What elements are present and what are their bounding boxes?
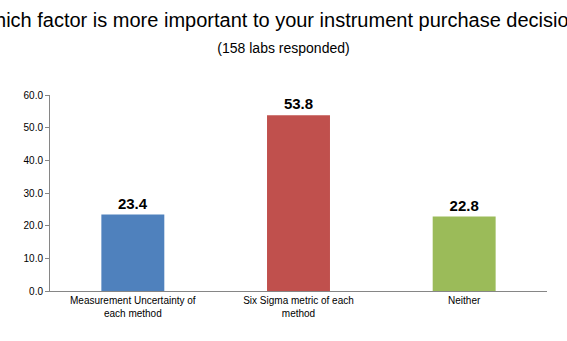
svg-text:10.0: 10.0 xyxy=(24,253,44,264)
svg-text:Neither: Neither xyxy=(448,295,481,306)
svg-text:50.0: 50.0 xyxy=(24,122,44,133)
svg-text:60.0: 60.0 xyxy=(24,90,44,101)
svg-text:0.0: 0.0 xyxy=(29,286,43,297)
svg-text:Which factor is more important: Which factor is more important to your i… xyxy=(0,9,567,56)
svg-text:Measurement Uncertainty ofeach: Measurement Uncertainty ofeach method xyxy=(70,295,196,319)
svg-text:30.0: 30.0 xyxy=(24,188,44,199)
svg-text:40.0: 40.0 xyxy=(24,155,44,166)
svg-text:53.8: 53.8 xyxy=(284,95,313,112)
svg-text:22.8: 22.8 xyxy=(450,197,479,214)
svg-text:20.0: 20.0 xyxy=(24,220,44,231)
svg-text:23.4: 23.4 xyxy=(118,195,148,212)
svg-text:Six Sigma metric of eachmethod: Six Sigma metric of eachmethod xyxy=(243,295,354,319)
